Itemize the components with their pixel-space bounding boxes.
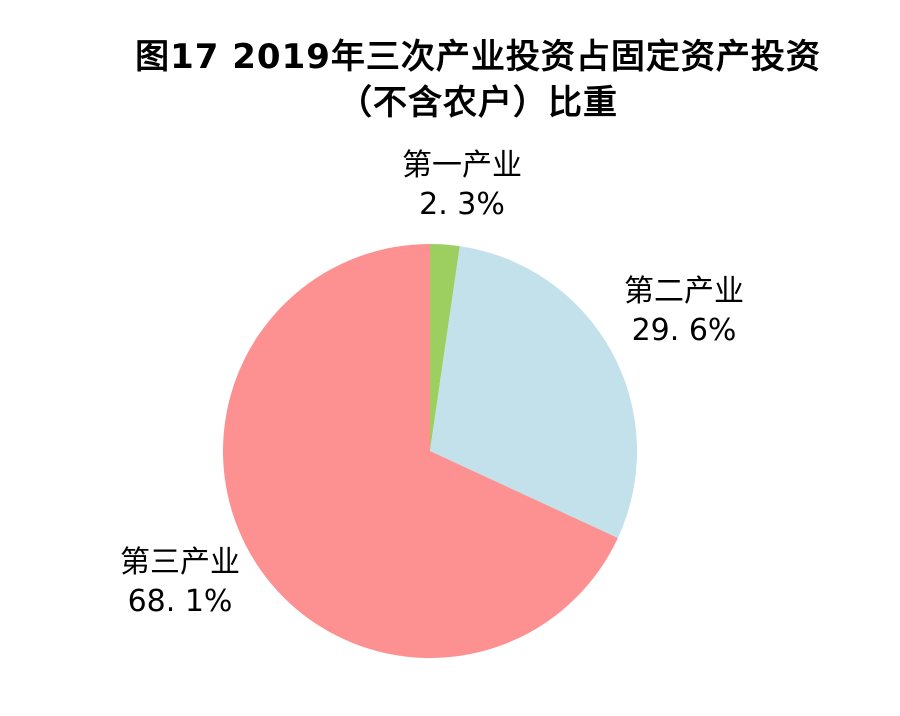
chart-title: 图17 2019年三次产业投资占固定资产投资 （不含农户）比重 <box>58 34 898 126</box>
chart-title-line-1: 图17 2019年三次产业投资占固定资产投资 <box>135 37 821 77</box>
pie-slice-secondary-industry <box>430 246 638 538</box>
label-primary-industry: 第一产业 2. 3% <box>352 146 572 224</box>
primary-industry-name: 第一产业 <box>402 148 522 183</box>
tertiary-industry-percent: 68. 1% <box>127 584 233 619</box>
pie-slice-tertiary-industry <box>223 244 618 658</box>
secondary-industry-name: 第二产业 <box>624 274 744 309</box>
chart-title-line-2: （不含农户）比重 <box>338 83 618 123</box>
secondary-industry-percent: 29. 6% <box>631 313 737 348</box>
tertiary-industry-name: 第三产业 <box>120 545 240 580</box>
label-tertiary-industry: 第三产业 68. 1% <box>70 543 290 621</box>
label-secondary-industry: 第二产业 29. 6% <box>574 272 794 350</box>
pie-slice-primary-industry <box>430 244 460 451</box>
primary-industry-percent: 2. 3% <box>419 187 505 222</box>
